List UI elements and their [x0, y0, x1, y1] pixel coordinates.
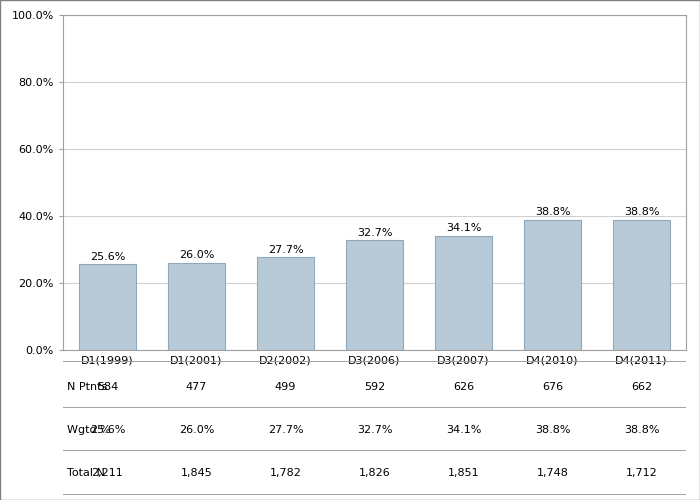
Text: 32.7%: 32.7% — [357, 425, 392, 435]
Text: 477: 477 — [186, 382, 207, 392]
Text: 1,712: 1,712 — [626, 468, 657, 478]
Text: 25.6%: 25.6% — [90, 425, 125, 435]
Text: 38.8%: 38.8% — [535, 425, 570, 435]
Text: 26.0%: 26.0% — [178, 425, 214, 435]
Text: 25.6%: 25.6% — [90, 252, 125, 262]
Text: 499: 499 — [275, 382, 296, 392]
Text: Wgtd %: Wgtd % — [67, 425, 111, 435]
Bar — [167, 263, 225, 350]
Text: 1,748: 1,748 — [537, 468, 568, 478]
Text: 1,851: 1,851 — [448, 468, 480, 478]
Text: 26.0%: 26.0% — [178, 250, 214, 260]
Text: 27.7%: 27.7% — [267, 425, 303, 435]
Bar — [524, 220, 582, 350]
Bar — [435, 236, 492, 350]
Bar — [612, 220, 671, 350]
Text: 34.1%: 34.1% — [446, 425, 481, 435]
Text: 676: 676 — [542, 382, 563, 392]
Text: 1,845: 1,845 — [181, 468, 212, 478]
Text: N Ptnts: N Ptnts — [67, 382, 108, 392]
Text: 592: 592 — [364, 382, 385, 392]
Text: 38.8%: 38.8% — [624, 208, 659, 218]
Text: 32.7%: 32.7% — [357, 228, 392, 238]
Text: 1,826: 1,826 — [358, 468, 391, 478]
Text: 27.7%: 27.7% — [267, 244, 303, 254]
Text: 34.1%: 34.1% — [446, 223, 481, 233]
Text: 1,782: 1,782 — [270, 468, 302, 478]
Text: 626: 626 — [453, 382, 474, 392]
Bar — [257, 257, 314, 350]
Text: 2,211: 2,211 — [92, 468, 123, 478]
Text: Total N: Total N — [67, 468, 105, 478]
Text: 584: 584 — [97, 382, 118, 392]
Text: 662: 662 — [631, 382, 652, 392]
Bar — [78, 264, 136, 350]
Text: 38.8%: 38.8% — [535, 208, 570, 218]
Bar — [346, 240, 403, 350]
Text: 38.8%: 38.8% — [624, 425, 659, 435]
